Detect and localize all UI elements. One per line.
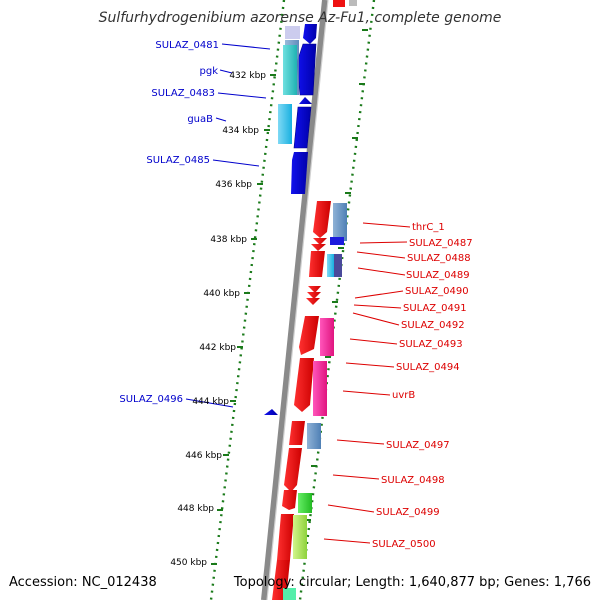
gene-label-sulaz-0487: SULAZ_0487 <box>409 238 473 249</box>
map-title: Sulfurhydrogenibium azorense Az-Fu1, com… <box>98 10 502 26</box>
feature-box-mint <box>283 588 296 600</box>
tick-label-448: 448 kbp <box>177 504 214 514</box>
gene-arrow-sulaz-0483 <box>299 97 312 104</box>
gene-arrow-sulaz-0487 <box>313 238 327 245</box>
feature-box-teal <box>283 45 297 95</box>
tick-label-450: 450 kbp <box>170 558 207 568</box>
feature-box-cyan-2 <box>327 254 334 277</box>
gene-arrow-sulaz-0491 <box>307 292 321 299</box>
gene-arrow-sulaz-0490 <box>308 286 321 293</box>
ruler-tick-labels: 432 kbp 434 kbp 436 kbp 438 kbp 440 kbp … <box>170 71 266 568</box>
accession-text: Accession: NC_012438 <box>9 575 157 590</box>
genome-backbone <box>261 0 328 600</box>
forward-gene-arrows <box>264 24 317 415</box>
gene-arrow-sulaz-0489 <box>309 251 325 277</box>
gene-label-sulaz-0483: SULAZ_0483 <box>151 88 215 99</box>
feature-box-magenta-1 <box>320 318 334 356</box>
gene-arrow-pgk <box>297 44 316 95</box>
tick-label-442: 442 kbp <box>199 343 236 353</box>
gene-fragment-top-2 <box>349 0 357 6</box>
gene-label-sulaz-0494: SULAZ_0494 <box>396 362 460 373</box>
gene-label-sulaz-0492: SULAZ_0492 <box>401 320 465 331</box>
genome-backbone-highlight <box>266 0 329 600</box>
gene-label-sulaz-0499: SULAZ_0499 <box>376 507 440 518</box>
outer-dotted-line <box>298 0 376 600</box>
gene-arrow-thrC-1 <box>313 201 331 238</box>
ruler-ticks <box>211 74 276 565</box>
gene-label-sulaz-0493: SULAZ_0493 <box>399 339 463 350</box>
genome-summary-text: Topology: circular; Length: 1,640,877 bp… <box>233 575 591 590</box>
feature-box-magenta-2 <box>313 361 327 416</box>
tick-label-432: 432 kbp <box>229 71 266 81</box>
forward-gene-labels: SULAZ_0481 pgk SULAZ_0483 guaB SULAZ_048… <box>119 40 219 405</box>
feature-box-steel-2 <box>307 423 321 449</box>
feature-box-lime <box>293 515 307 559</box>
feature-box-cyan <box>278 104 292 144</box>
feature-box-green <box>298 493 312 513</box>
gene-arrow-uvrB <box>289 421 305 445</box>
gene-arrow-sulaz-0493 <box>299 316 319 355</box>
tick-label-436: 436 kbp <box>215 180 252 190</box>
gene-arrow-sulaz-0481 <box>303 24 317 44</box>
forward-label-leaders <box>185 43 271 408</box>
tick-label-434: 434 kbp <box>222 126 259 136</box>
gene-label-pgk: pgk <box>200 66 219 77</box>
gene-label-sulaz-0497: SULAZ_0497 <box>386 440 450 451</box>
gene-label-sulaz-0496: SULAZ_0496 <box>119 394 183 405</box>
gene-arrow-sulaz-0498 <box>282 490 297 510</box>
gene-label-sulaz-0491: SULAZ_0491 <box>403 303 467 314</box>
gene-label-sulaz-0481: SULAZ_0481 <box>155 40 219 51</box>
feature-box-indigo <box>334 254 342 277</box>
ruler-dotted-line <box>209 0 286 600</box>
gene-arrow-sulaz-0496 <box>264 409 278 415</box>
tick-label-444: 444 kbp <box>192 397 229 407</box>
gene-arrow-sulaz-0488 <box>311 244 326 251</box>
gene-label-sulaz-0500: SULAZ_0500 <box>372 539 436 550</box>
feature-box-steel-1 <box>333 203 347 241</box>
gene-arrow-sulaz-0499 <box>277 514 294 560</box>
gene-label-sulaz-0489: SULAZ_0489 <box>406 270 470 281</box>
tick-label-438: 438 kbp <box>210 235 247 245</box>
gene-fragment-top <box>333 0 345 7</box>
gene-arrow-sulaz-0494 <box>294 358 314 412</box>
gene-label-uvrB: uvrB <box>392 390 415 401</box>
feature-box-blue-1 <box>330 237 344 245</box>
gene-arrow-sulaz-0497 <box>284 448 302 492</box>
gene-label-sulaz-0498: SULAZ_0498 <box>381 475 445 486</box>
tick-label-446: 446 kbp <box>185 451 222 461</box>
reverse-gene-labels: thrC_1 SULAZ_0487 SULAZ_0488 SULAZ_0489 … <box>372 222 473 550</box>
gene-arrow-sulaz-0492 <box>306 298 320 305</box>
gene-label-guaB: guaB <box>187 114 213 125</box>
gene-label-sulaz-0488: SULAZ_0488 <box>407 253 471 264</box>
gene-label-sulaz-0485: SULAZ_0485 <box>146 155 210 166</box>
gene-label-sulaz-0490: SULAZ_0490 <box>405 286 469 297</box>
gene-label-thrC-1: thrC_1 <box>412 222 445 233</box>
feature-box-lavender <box>285 26 300 39</box>
gene-arrow-guaB <box>294 107 311 148</box>
tick-label-440: 440 kbp <box>203 289 240 299</box>
reverse-label-leaders <box>323 222 411 544</box>
reverse-gene-arrows <box>272 201 331 600</box>
gene-arrow-sulaz-0485 <box>291 152 308 194</box>
